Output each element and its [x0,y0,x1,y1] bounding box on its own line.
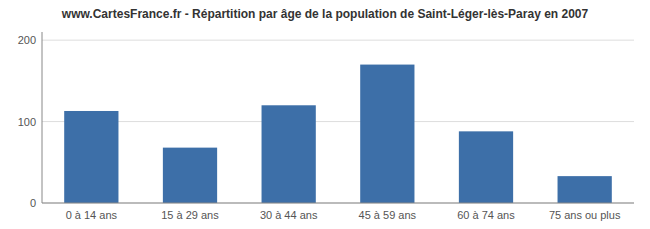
x-tick-label: 45 à 59 ans [359,209,417,221]
chart-title: www.CartesFrance.fr - Répartition par âg… [61,7,589,21]
chart-container: www.CartesFrance.fr - Répartition par âg… [0,0,650,229]
bar [558,176,612,203]
x-axis-line [42,203,634,204]
bar [262,105,316,203]
y-grid [42,40,634,203]
x-tick-label: 0 à 14 ans [66,209,118,221]
bars [64,65,612,203]
grid-line [42,121,634,122]
x-tick-label: 30 à 44 ans [260,209,318,221]
grid-line [42,203,634,204]
y-axis-line [42,32,43,203]
grid-line [42,40,634,41]
x-tick-label: 15 à 29 ans [161,209,219,221]
bar [459,131,513,203]
x-tick-labels: 0 à 14 ans 15 à 29 ans 30 à 44 ans 45 à 59 … [66,209,621,221]
y-tick-labels: 0 100 200 [18,34,36,209]
bar [64,111,118,203]
x-tick-label: 75 ans ou plus [549,209,621,221]
bar [163,148,217,203]
x-tick-label: 60 à 74 ans [457,209,515,221]
bar [360,65,414,203]
y-tick-label: 100 [18,116,36,128]
chart-svg: www.CartesFrance.fr - Répartition par âg… [0,0,650,229]
y-tick-label: 0 [30,197,36,209]
y-tick-label: 200 [18,34,36,46]
